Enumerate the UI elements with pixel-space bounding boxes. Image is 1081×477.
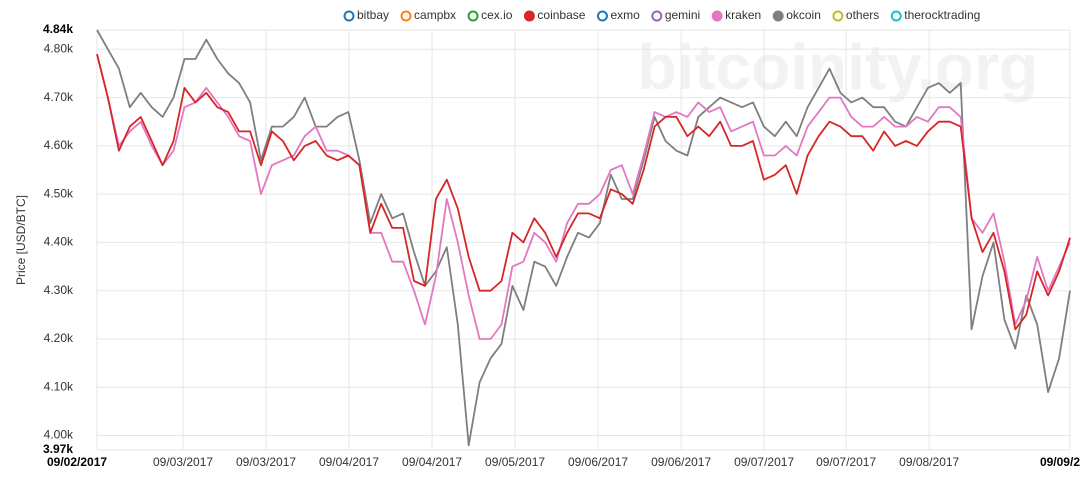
legend-marker [523, 10, 535, 22]
legend-item[interactable]: exmo [596, 8, 640, 22]
legend-marker [772, 10, 784, 22]
legend-marker [890, 10, 902, 22]
series-line [96, 53, 1071, 340]
legend-marker [651, 10, 663, 22]
x-tick-label: 09/04/2017 [319, 455, 379, 469]
grid [96, 29, 1071, 451]
legend-label: okcoin [786, 8, 821, 22]
legend-marker [343, 10, 355, 22]
legend-label: cex.io [481, 8, 513, 22]
legend-marker [596, 10, 608, 22]
legend-label: campbx [414, 8, 456, 22]
legend-marker [711, 10, 723, 22]
legend-label: coinbase [537, 8, 585, 22]
x-tick-label: 09/03/2017 [236, 455, 296, 469]
x-tick-label: 09/06/2017 [568, 455, 628, 469]
x-tick-label: 09/09/2 [1040, 455, 1080, 469]
y-tick-label: 4.00k [44, 428, 74, 442]
y-tick-label: 4.20k [44, 331, 74, 345]
y-tick-label: 4.10k [44, 379, 74, 393]
legend-item[interactable]: cex.io [467, 8, 513, 22]
legend-label: kraken [725, 8, 761, 22]
x-tick-label: 09/05/2017 [485, 455, 545, 469]
legend-item[interactable]: therocktrading [890, 8, 981, 22]
legend-item[interactable]: kraken [711, 8, 762, 22]
watermark: bitcoinity.org [637, 31, 1038, 103]
legend-label: gemini [665, 8, 700, 22]
x-tick-label: 09/04/2017 [402, 455, 462, 469]
legend-label: therocktrading [904, 8, 980, 22]
y-axis-label: Price [USD/BTC] [14, 195, 28, 285]
x-tick-label: 09/08/2017 [899, 455, 959, 469]
x-tick-label: 09/07/2017 [734, 455, 794, 469]
y-tick-label: 4.60k [44, 138, 74, 152]
y-tick-label: 4.40k [44, 235, 74, 249]
series-line [96, 53, 1071, 331]
y-tick-label: 4.30k [44, 283, 74, 297]
legend-marker [400, 10, 412, 22]
legend-label: others [846, 8, 879, 22]
legend-marker [832, 10, 844, 22]
legend-item[interactable]: okcoin [772, 8, 821, 22]
series-line [96, 29, 1071, 447]
y-tick-label: 3.97k [43, 442, 73, 456]
x-tick-label: 09/07/2017 [816, 455, 876, 469]
legend-label: exmo [610, 8, 640, 22]
legend-item[interactable]: campbx [400, 8, 457, 22]
y-tick-label: 4.84k [43, 22, 73, 36]
y-tick-label: 4.70k [44, 90, 74, 104]
legend-marker [467, 10, 479, 22]
legend-item[interactable]: gemini [651, 8, 700, 22]
legend-label: bitbay [357, 8, 389, 22]
y-tick-label: 4.50k [44, 186, 74, 200]
x-tick-label: 09/03/2017 [153, 455, 213, 469]
legend-item[interactable]: bitbay [343, 8, 390, 22]
x-tick-label: 09/06/2017 [651, 455, 711, 469]
x-tick-label: 09/02/2017 [47, 455, 107, 469]
legend-item[interactable]: coinbase [523, 8, 586, 22]
legend-item[interactable]: others [832, 8, 879, 22]
y-tick-label: 4.80k [44, 41, 74, 55]
